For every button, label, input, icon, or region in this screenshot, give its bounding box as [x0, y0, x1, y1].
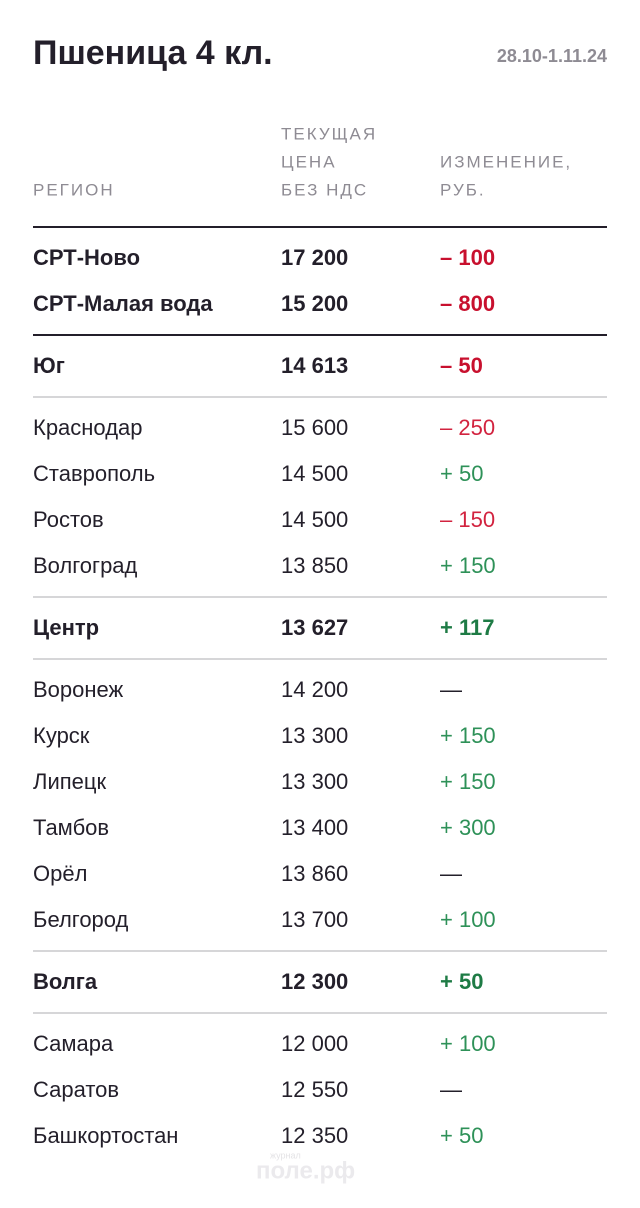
region: СРТ-Малая вода [33, 291, 213, 316]
price: 17 200 [281, 245, 348, 270]
price: 12 550 [281, 1077, 348, 1102]
region: Саратов [33, 1077, 119, 1102]
price: 13 860 [281, 861, 348, 886]
price: 14 500 [281, 507, 348, 532]
change: + 100 [440, 1031, 496, 1056]
region: Юг [33, 353, 65, 378]
region: Краснодар [33, 415, 143, 440]
region: Тамбов [33, 815, 109, 840]
change: — [440, 861, 462, 886]
region: Орёл [33, 861, 87, 886]
region: Волга [33, 969, 98, 994]
region: Самара [33, 1031, 114, 1056]
region: Башкортостан [33, 1123, 178, 1148]
change: + 100 [440, 907, 496, 932]
change: – 250 [440, 415, 495, 440]
column-header: ЦЕНА [281, 152, 337, 171]
region: Ставрополь [33, 461, 155, 486]
price: 13 700 [281, 907, 348, 932]
column-header: РЕГИОН [33, 180, 115, 199]
change: + 150 [440, 723, 496, 748]
change: + 50 [440, 969, 483, 994]
price: 12 300 [281, 969, 348, 994]
change: — [440, 1077, 462, 1102]
price: 12 350 [281, 1123, 348, 1148]
region: Белгород [33, 907, 129, 932]
region: Курск [33, 723, 90, 748]
region: Ростов [33, 507, 104, 532]
column-header: БЕЗ НДС [281, 180, 368, 199]
title: Пшеница 4 кл. [33, 34, 273, 72]
price: 15 200 [281, 291, 348, 316]
price: 14 500 [281, 461, 348, 486]
change: + 300 [440, 815, 496, 840]
change: — [440, 677, 462, 702]
change: + 50 [440, 461, 483, 486]
price: 13 300 [281, 723, 348, 748]
change: + 117 [440, 615, 494, 640]
watermark: поле.рф [256, 1157, 355, 1184]
region: Воронеж [33, 677, 124, 702]
price: 13 300 [281, 769, 348, 794]
price: 14 200 [281, 677, 348, 702]
region: Липецк [33, 769, 106, 794]
price: 13 850 [281, 553, 348, 578]
change: – 150 [440, 507, 495, 532]
price: 15 600 [281, 415, 348, 440]
change: + 150 [440, 769, 496, 794]
region: Центр [33, 615, 99, 640]
price: 13 400 [281, 815, 348, 840]
column-header: ТЕКУЩАЯ [281, 124, 377, 143]
date: 28.10-1.11.24 [497, 46, 607, 66]
change: + 150 [440, 553, 496, 578]
column-header: РУБ. [440, 180, 486, 199]
change: – 800 [440, 291, 495, 316]
change: + 50 [440, 1123, 483, 1148]
column-header: ИЗМЕНЕНИЕ, [440, 152, 572, 171]
region: СРТ-Ново [33, 245, 140, 270]
price: 12 000 [281, 1031, 348, 1056]
region: Волгоград [33, 553, 138, 578]
price: 13 627 [281, 615, 348, 640]
price: 14 613 [281, 353, 348, 378]
change: – 50 [440, 353, 483, 378]
change: – 100 [440, 245, 495, 270]
watermark-small: журнал [270, 1150, 301, 1160]
